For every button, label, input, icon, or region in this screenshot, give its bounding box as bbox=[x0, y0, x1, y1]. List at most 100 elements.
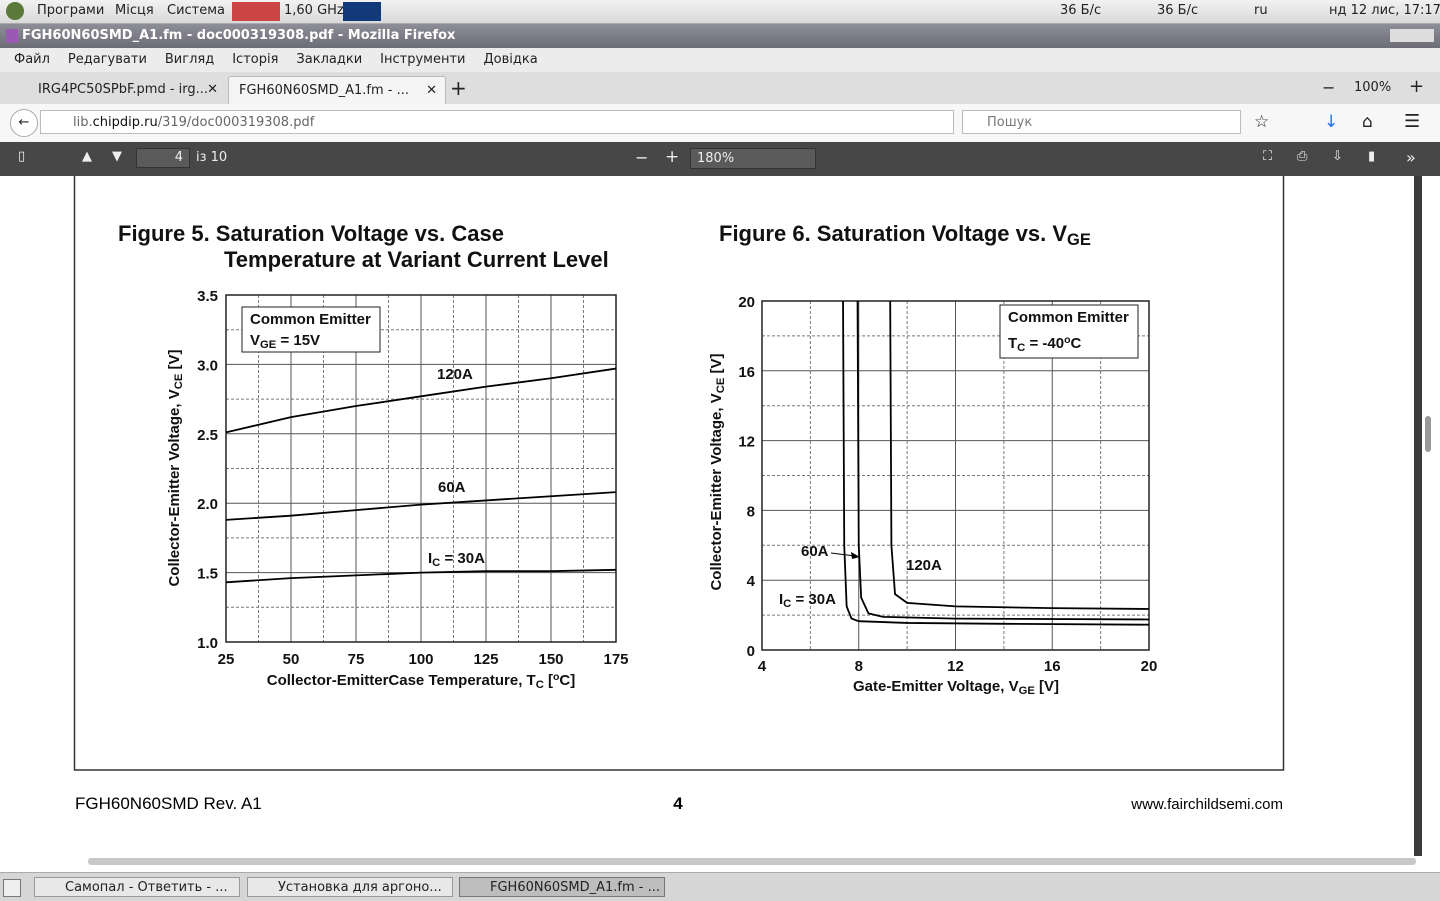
panel-menu[interactable]: Програми bbox=[37, 3, 105, 18]
text-run: = 30A bbox=[440, 550, 485, 567]
text-run: CE bbox=[173, 373, 185, 389]
tab-close[interactable]: ✕ bbox=[426, 83, 437, 98]
text-run: [V] bbox=[166, 349, 183, 373]
page-input[interactable]: 4 bbox=[136, 148, 190, 168]
text-run: = -40 bbox=[1025, 335, 1064, 352]
y-tick-label: 3.0 bbox=[197, 357, 218, 374]
url-bar[interactable]: lib.chipdip.ru/319/doc000319308.pdf bbox=[40, 110, 954, 134]
search-placeholder: Пошук bbox=[987, 115, 1033, 130]
new-tab[interactable]: + bbox=[450, 76, 467, 100]
y-tick-label: 2.5 bbox=[197, 427, 218, 444]
h-scroll-thumb[interactable] bbox=[88, 858, 1416, 865]
legend-text: TC = -40oC bbox=[1008, 334, 1082, 354]
y-axis-label: Collector-Emitter Voltage, VCE [V] bbox=[708, 353, 727, 590]
downloads[interactable]: ↓ bbox=[1324, 112, 1339, 132]
series-label: IC = 30A bbox=[779, 591, 836, 610]
plot-frame bbox=[761, 300, 1150, 651]
zoom-in[interactable]: + bbox=[665, 147, 680, 167]
next-page[interactable]: ▼ bbox=[112, 149, 122, 164]
text-run: GE bbox=[1067, 231, 1091, 249]
bookmark-star[interactable]: ☆ bbox=[1254, 112, 1270, 132]
search-bar[interactable]: Пошук bbox=[962, 110, 1241, 134]
legend-text: Common Emitter bbox=[1008, 309, 1129, 326]
series-label: IC = 30A bbox=[428, 550, 485, 569]
zoom-level[interactable]: 100% bbox=[1354, 80, 1392, 95]
menu-item[interactable]: Історія bbox=[232, 52, 279, 67]
task-label: Установка для аргоно... bbox=[278, 880, 442, 895]
task-button[interactable]: Установка для аргоно... bbox=[247, 877, 453, 897]
x-tick-label: 8 bbox=[855, 658, 863, 675]
task-button-active[interactable]: FGH60N60SMD_A1.fm - ... bbox=[459, 877, 665, 897]
menu-item[interactable]: Вигляд bbox=[164, 52, 215, 67]
y-tick-label: 1.0 bbox=[197, 635, 218, 652]
zoom-in[interactable]: + bbox=[1409, 76, 1425, 97]
x-tick-label: 4 bbox=[758, 658, 767, 675]
y-tick-label: 0 bbox=[747, 643, 755, 660]
tab[interactable]: IRG4PC50SPbF.pmd - irg... ✕ bbox=[10, 76, 228, 104]
tools[interactable]: » bbox=[1406, 148, 1416, 167]
menu-button[interactable]: ☰ bbox=[1404, 111, 1421, 132]
text-run: I bbox=[779, 591, 783, 608]
text-run: C bbox=[432, 557, 440, 569]
home[interactable]: ⌂ bbox=[1362, 112, 1373, 132]
x-tick-label: 16 bbox=[1044, 658, 1061, 675]
series-line bbox=[856, 300, 1150, 621]
text-run: C bbox=[1071, 335, 1082, 352]
v-scroll-thumb[interactable] bbox=[1425, 416, 1431, 452]
series-label: 120A bbox=[906, 557, 942, 574]
annotation-arrow bbox=[830, 552, 856, 557]
panel-menu[interactable]: Місця bbox=[115, 3, 154, 18]
menu-item[interactable]: Довідка bbox=[483, 52, 538, 67]
series-line bbox=[889, 300, 1150, 610]
window-title: FGH60N60SMD_A1.fm - doc000319308.pdf - M… bbox=[22, 28, 456, 43]
zoom-out[interactable]: − bbox=[635, 148, 649, 167]
presentation[interactable]: ⛶ bbox=[1263, 149, 1273, 164]
y-tick-label: 8 bbox=[747, 503, 755, 520]
x-tick-label: 20 bbox=[1141, 658, 1158, 675]
sidebar-toggle[interactable]: ▯ bbox=[18, 149, 26, 164]
menu-item[interactable]: Закладки bbox=[296, 52, 363, 67]
tab-active[interactable]: FGH60N60SMD_A1.fm - ... ✕ bbox=[228, 76, 446, 104]
x-axis-label: Gate-Emitter Voltage, VGE [V] bbox=[853, 678, 1059, 697]
footer-right: www.fairchildsemi.com bbox=[1130, 796, 1283, 813]
menu-item[interactable]: Інструменти bbox=[380, 52, 466, 67]
zoom-out[interactable]: − bbox=[1322, 78, 1336, 97]
text-run: C bbox=[783, 598, 791, 610]
footer-left: FGH60N60SMD Rev. A1 bbox=[75, 794, 262, 813]
y-tick-label: 4 bbox=[747, 573, 756, 590]
x-tick-label: 50 bbox=[283, 651, 300, 668]
x-tick-label: 75 bbox=[348, 651, 365, 668]
y-tick-label: 16 bbox=[738, 364, 755, 381]
text-run: CE bbox=[715, 377, 727, 393]
keyboard-layout[interactable]: ru bbox=[1254, 3, 1268, 18]
window-titlebar: FGH60N60SMD_A1.fm - doc000319308.pdf - M… bbox=[0, 24, 1440, 48]
clock[interactable]: нд 12 лис, 17:17 bbox=[1329, 3, 1440, 18]
scale: 180% bbox=[697, 151, 735, 166]
series-label: 120A bbox=[437, 366, 473, 383]
back-button[interactable]: ← bbox=[10, 109, 38, 137]
v-scrollbar[interactable] bbox=[1414, 176, 1422, 856]
menu-item[interactable]: Файл bbox=[14, 52, 50, 67]
y-tick-label: 12 bbox=[738, 434, 755, 451]
prev-page[interactable]: ▲ bbox=[82, 149, 92, 164]
plot-frame bbox=[225, 294, 617, 643]
tab-close[interactable]: ✕ bbox=[207, 82, 218, 97]
text-run: 120A bbox=[437, 366, 473, 383]
series-line bbox=[842, 300, 1150, 626]
show-desktop[interactable] bbox=[3, 879, 21, 897]
window-buttons[interactable] bbox=[1390, 29, 1434, 42]
annotation-arrowhead bbox=[851, 552, 860, 559]
menu-item[interactable]: Редагувати bbox=[67, 52, 147, 67]
bookmark[interactable]: ▮ bbox=[1368, 149, 1376, 164]
text-run: = 15V bbox=[276, 332, 320, 349]
task-button[interactable]: Самопал - Ответить - ... bbox=[34, 877, 240, 897]
print[interactable]: ⎙ bbox=[1297, 149, 1308, 164]
legend-text: Common Emitter bbox=[250, 311, 371, 328]
scale-select[interactable]: 180% bbox=[690, 148, 816, 169]
y-tick-label: 2.0 bbox=[197, 496, 218, 513]
download[interactable]: ⇩ bbox=[1332, 149, 1343, 164]
y-tick-label: 1.5 bbox=[197, 566, 218, 583]
panel-menu[interactable]: Система bbox=[167, 3, 226, 18]
text-run: C] bbox=[559, 672, 575, 689]
url-pre: lib. bbox=[73, 115, 93, 130]
